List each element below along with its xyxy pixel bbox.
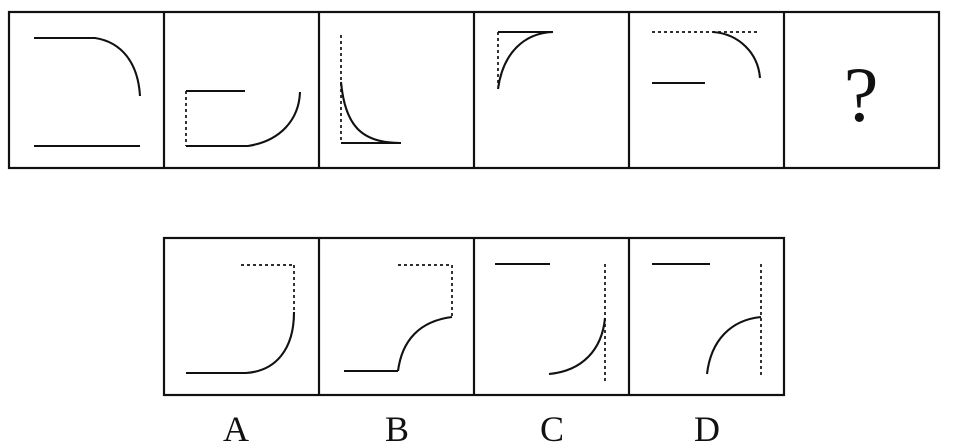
panel-3-curve [339, 81, 401, 145]
option-c-figure[interactable] [495, 262, 607, 383]
sequence-panel-4 [496, 30, 554, 90]
option-label-c[interactable]: C [540, 409, 564, 448]
option-a-curve [186, 311, 296, 375]
option-label-a[interactable]: A [223, 409, 249, 448]
option-label-d[interactable]: D [694, 409, 720, 448]
sequence-panel-2 [185, 89, 302, 148]
panel-5-curve [712, 30, 762, 79]
panel-4-curve [496, 30, 554, 90]
option-d-figure[interactable] [652, 262, 762, 378]
panel-2-bottom-curve [186, 91, 302, 148]
option-b-figure[interactable] [344, 264, 453, 373]
answer-options-row: A B C D [162, 236, 786, 448]
sequence-panel-1 [34, 36, 142, 148]
option-label-b[interactable]: B [385, 409, 409, 448]
option-b-curve [396, 315, 453, 372]
option-d-curve [705, 315, 762, 375]
panel-1-top-curve [34, 36, 142, 97]
sequence-panel-3 [339, 35, 401, 145]
option-a-figure[interactable] [186, 264, 296, 375]
sequence-row: ? [7, 10, 941, 170]
sequence-panel-question: ? [844, 51, 879, 138]
option-c-curve [548, 317, 607, 376]
question-mark: ? [844, 51, 879, 138]
sequence-panel-5 [652, 30, 762, 85]
